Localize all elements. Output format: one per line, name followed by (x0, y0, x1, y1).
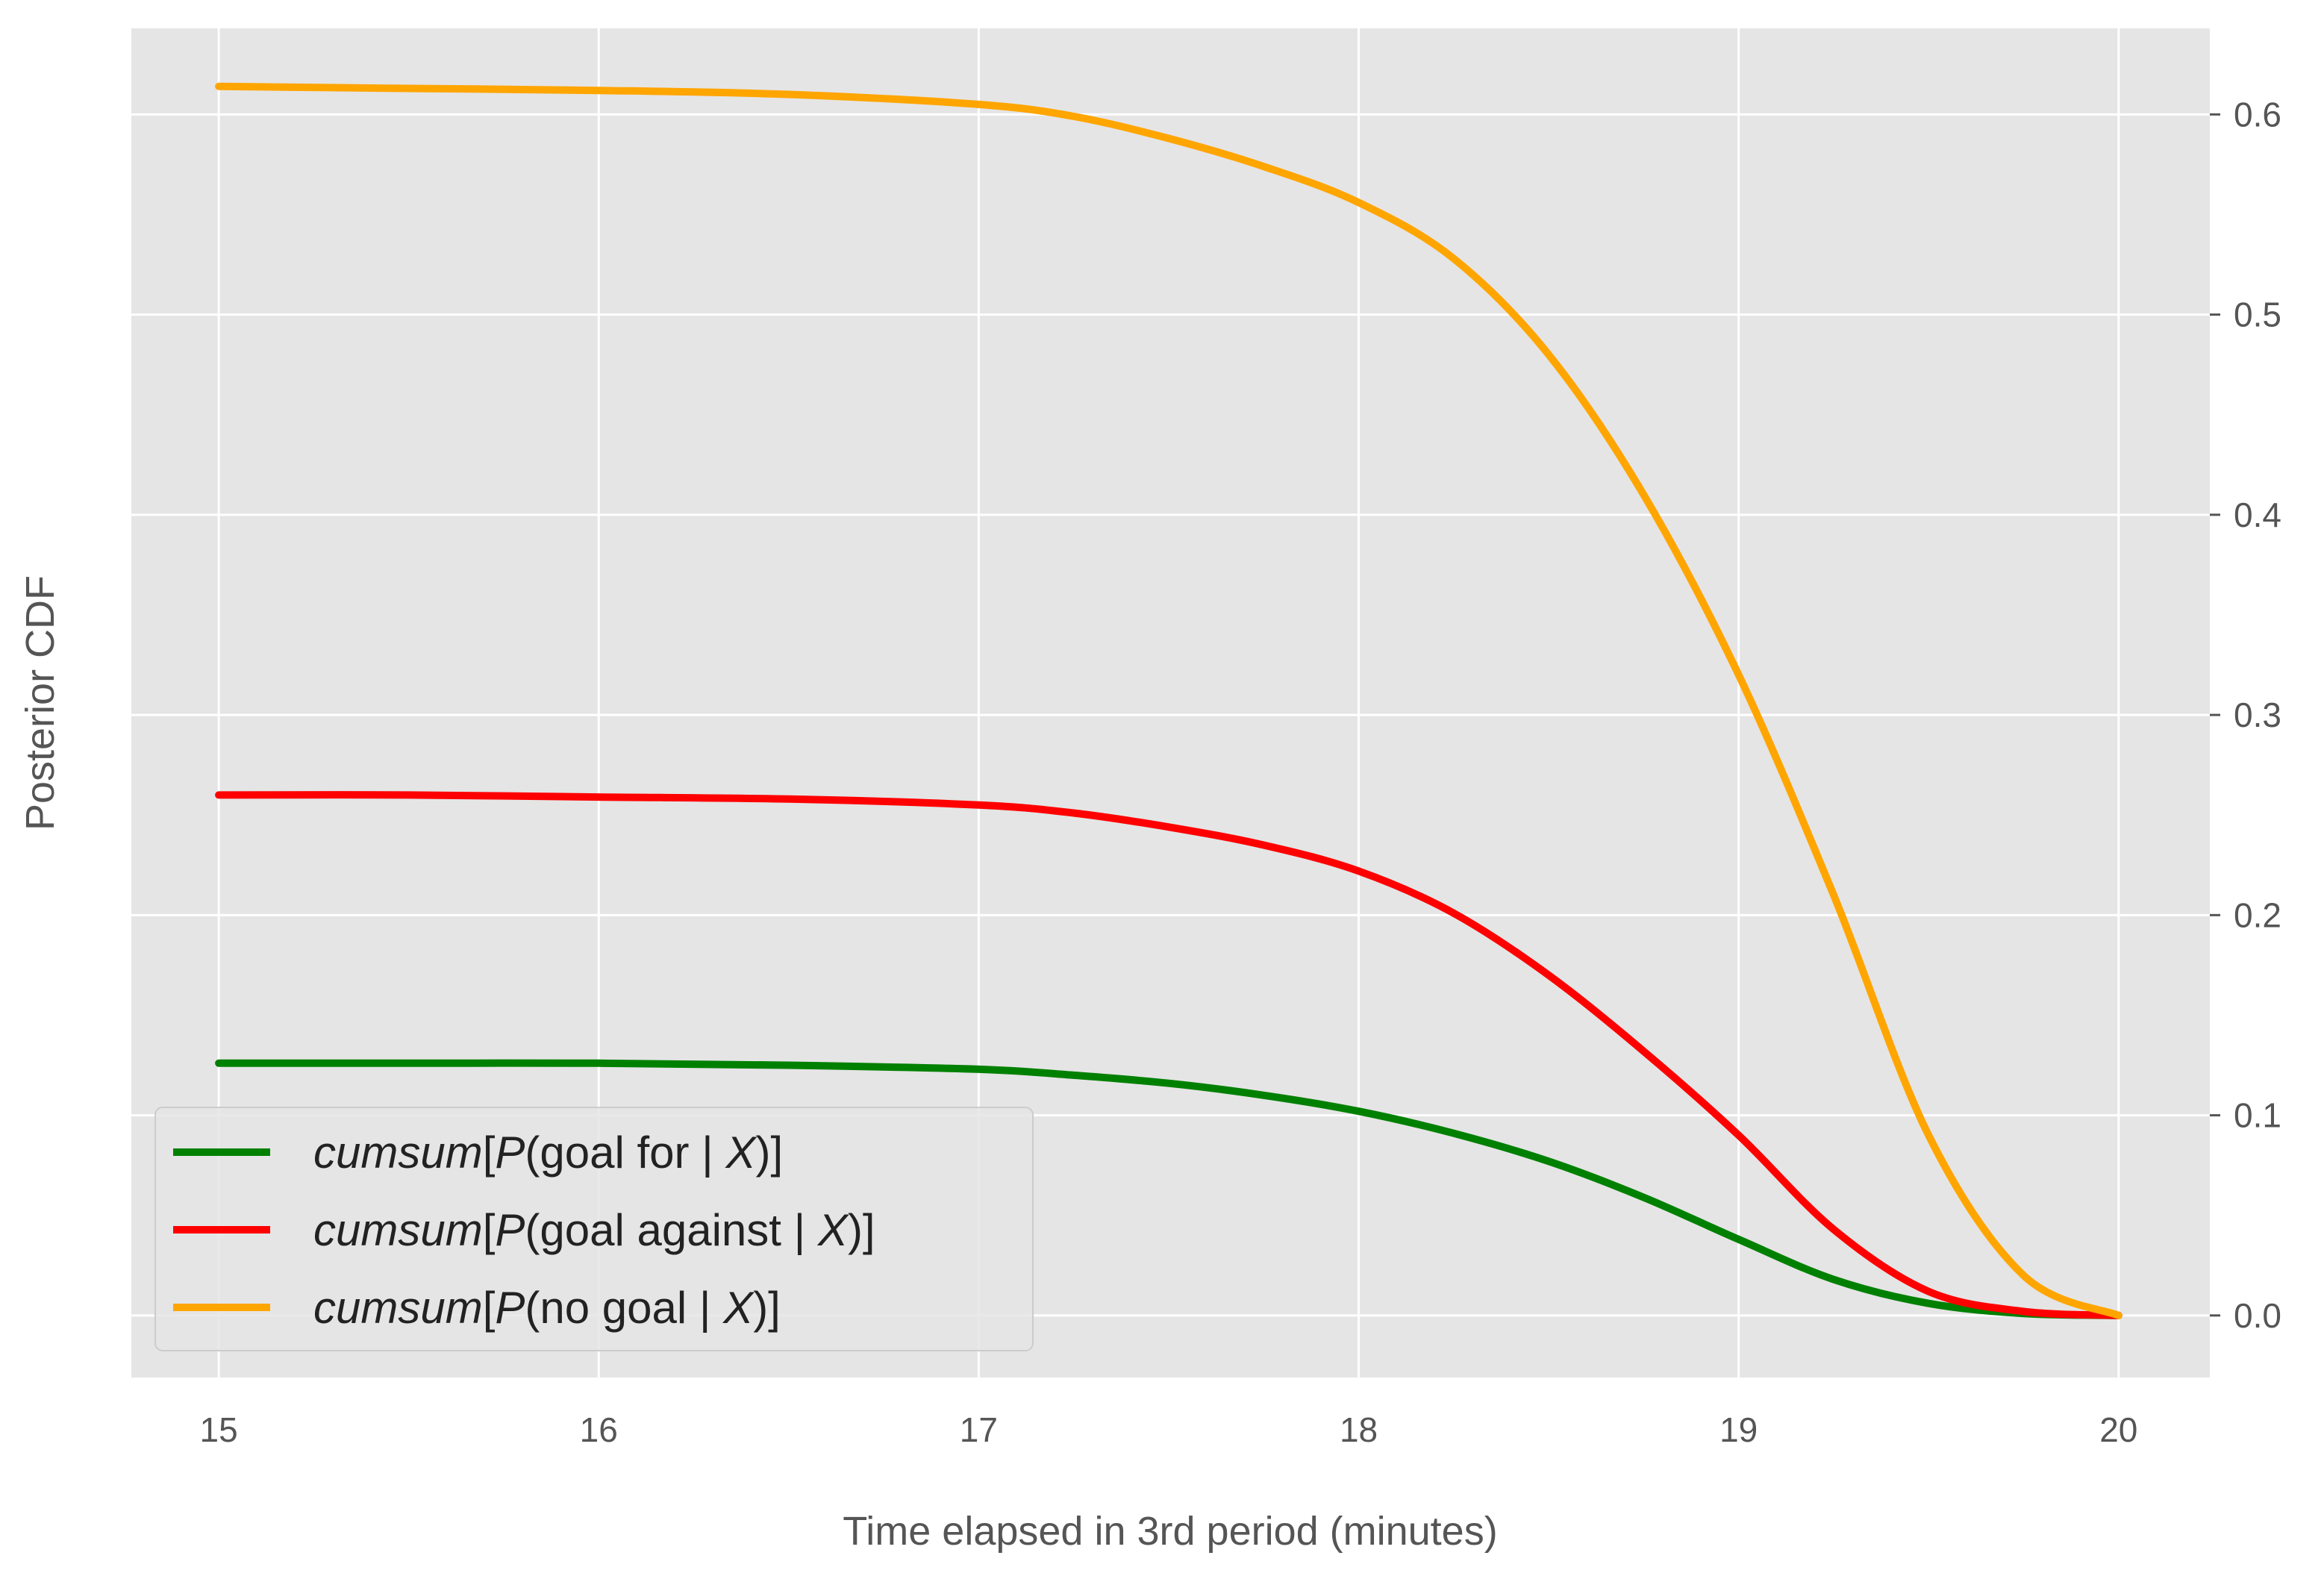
legend-label-0: cumsum[P(goal for | X)] (313, 1128, 783, 1178)
x-tick-label: 17 (960, 1410, 998, 1449)
x-tick-label: 15 (200, 1410, 238, 1449)
legend-box (154, 1107, 1034, 1351)
x-tick-label: 18 (1340, 1410, 1378, 1449)
series-line-2 (215, 82, 2122, 1319)
y-axis-ticks: 0.0 0.1 0.2 0.3 0.4 0.5 0.6 (2210, 95, 2281, 1335)
x-axis-label: Time elapsed in 3rd period (minutes) (843, 1509, 1497, 1554)
y-tick-label: 0.5 (2234, 296, 2281, 334)
x-tick-label: 20 (2099, 1410, 2137, 1449)
legend: cumsum[P(goal for | X)] cumsum[P(goal aga… (154, 1107, 1034, 1351)
series-line-0 (215, 1059, 2122, 1319)
series-lines (215, 82, 2122, 1319)
y-axis-label: Posterior CDF (18, 575, 63, 831)
y-tick-label: 0.1 (2234, 1096, 2281, 1135)
x-tick-label: 19 (1719, 1410, 1758, 1449)
y-tick-label: 0.2 (2234, 895, 2281, 934)
series-line-1 (215, 791, 2122, 1319)
x-tick-label: 16 (580, 1410, 618, 1449)
legend-label-1: cumsum[P(goal against | X)] (313, 1205, 875, 1255)
y-tick-label: 0.3 (2234, 695, 2281, 734)
legend-label-2: cumsum[P(no goal | X)] (313, 1283, 781, 1333)
x-axis-ticks: 15 16 17 18 19 20 (200, 1410, 2138, 1449)
y-tick-label: 0.0 (2234, 1296, 2281, 1335)
y-tick-label: 0.4 (2234, 495, 2281, 534)
y-tick-label: 0.6 (2234, 95, 2281, 134)
